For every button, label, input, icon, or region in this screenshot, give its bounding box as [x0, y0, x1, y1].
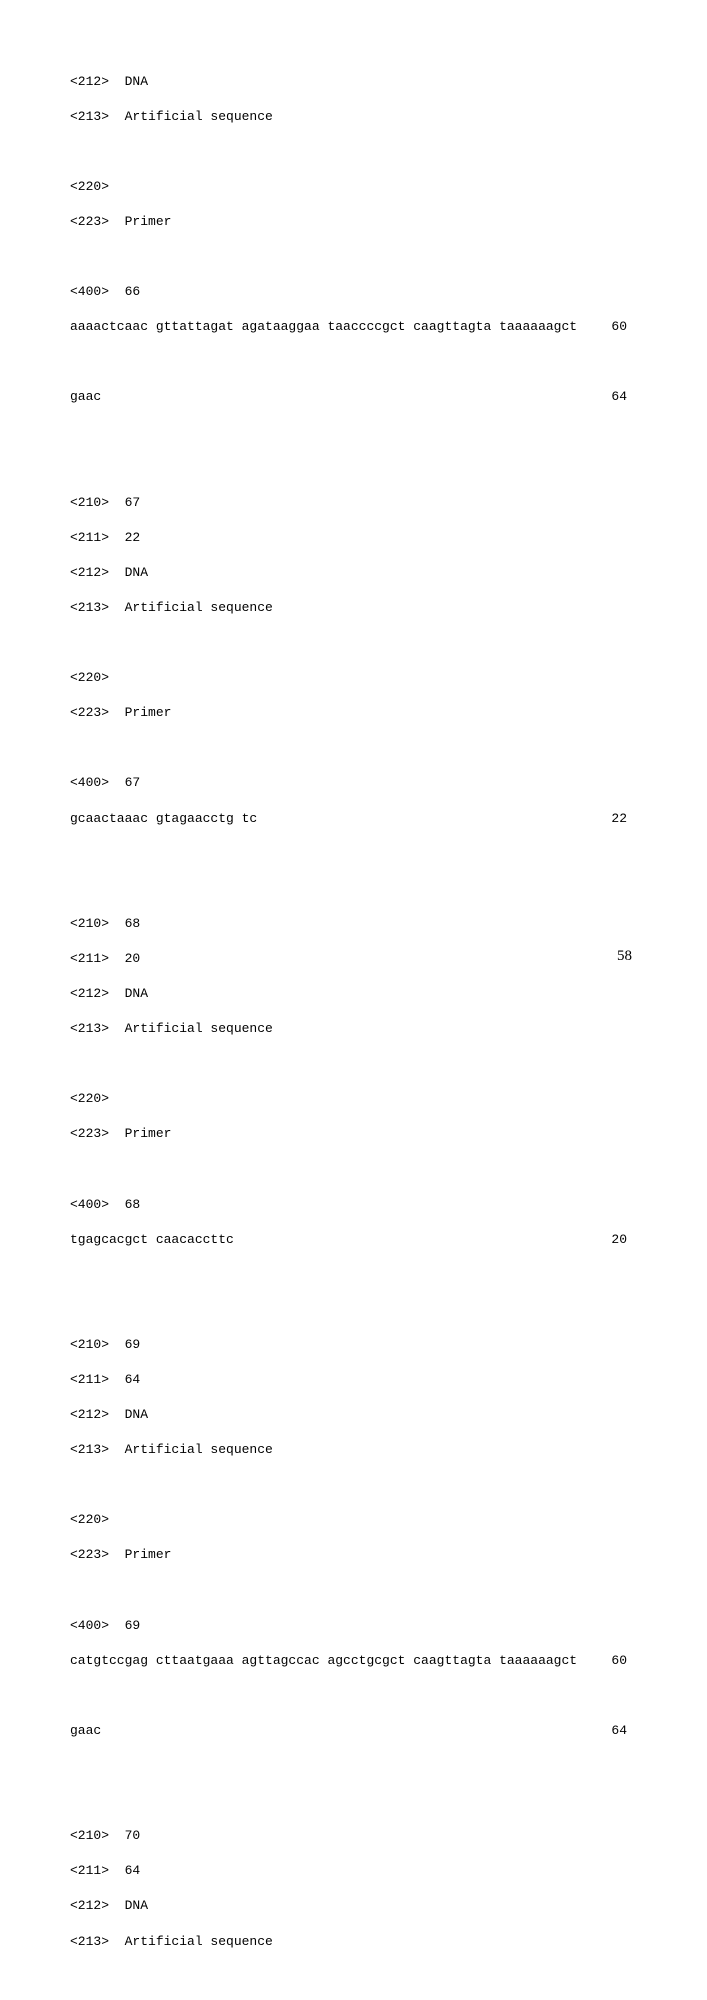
tag-223: <223> Primer — [70, 704, 637, 722]
blank-line — [70, 634, 637, 652]
tag-210: <210> 70 — [70, 1827, 637, 1845]
sequence-length: 64 — [611, 1722, 637, 1740]
blank-line — [70, 143, 637, 161]
sequence-length: 60 — [611, 318, 637, 336]
blank-line — [70, 423, 637, 441]
sequence-row: gaac 64 — [70, 1722, 637, 1740]
blank-line — [70, 739, 637, 757]
tag-213: <213> Artificial sequence — [70, 1020, 637, 1038]
sequence-text: gaac — [70, 1722, 101, 1740]
sequence-row: aaaactcaac gttattagat agataaggaa taacccc… — [70, 318, 637, 336]
sequence-length: 60 — [611, 1652, 637, 1670]
blank-line — [70, 1582, 637, 1600]
tag-211: <211> 22 — [70, 529, 637, 547]
blank-line — [70, 1476, 637, 1494]
tag-212: <212> DNA — [70, 1406, 637, 1424]
sequence-row: gaac 64 — [70, 388, 637, 406]
blank-line — [70, 353, 637, 371]
sequence-text: gaac — [70, 388, 101, 406]
sequence-row: catgtccgag cttaatgaaa agttagccac agcctgc… — [70, 1652, 637, 1670]
blank-line — [70, 845, 637, 863]
sequence-length: 64 — [611, 388, 637, 406]
tag-212: <212> DNA — [70, 1897, 637, 1915]
tag-210: <210> 68 — [70, 915, 637, 933]
blank-line — [70, 248, 637, 266]
sequence-row: tgagcacgct caacaccttc 20 — [70, 1231, 637, 1249]
tag-212: <212> DNA — [70, 73, 637, 91]
sequence-row: gcaactaaac gtagaacctg tc 22 — [70, 810, 637, 828]
blank-line — [70, 1757, 637, 1775]
blank-line — [70, 1968, 637, 1986]
tag-213: <213> Artificial sequence — [70, 1441, 637, 1459]
blank-line — [70, 459, 637, 477]
blank-line — [70, 1792, 637, 1810]
blank-line — [70, 880, 637, 898]
tag-210: <210> 69 — [70, 1336, 637, 1354]
blank-line — [70, 1055, 637, 1073]
tag-223: <223> Primer — [70, 213, 637, 231]
sequence-text: aaaactcaac gttattagat agataaggaa taacccc… — [70, 318, 577, 336]
tag-400: <400> 66 — [70, 283, 637, 301]
tag-210: <210> 67 — [70, 494, 637, 512]
tag-211: <211> 20 — [70, 950, 637, 968]
tag-212: <212> DNA — [70, 564, 637, 582]
sequence-listing-page: <212> DNA <213> Artificial sequence <220… — [0, 0, 707, 2000]
sequence-length: 20 — [611, 1231, 637, 1249]
tag-213: <213> Artificial sequence — [70, 599, 637, 617]
blank-line — [70, 1266, 637, 1284]
tag-213: <213> Artificial sequence — [70, 1933, 637, 1951]
tag-223: <223> Primer — [70, 1546, 637, 1564]
tag-220: <220> — [70, 1511, 637, 1529]
page-number: 58 — [617, 948, 632, 965]
sequence-text: catgtccgag cttaatgaaa agttagccac agcctgc… — [70, 1652, 577, 1670]
sequence-text: gcaactaaac gtagaacctg tc — [70, 810, 257, 828]
tag-400: <400> 68 — [70, 1196, 637, 1214]
sequence-length: 22 — [611, 810, 637, 828]
tag-220: <220> — [70, 669, 637, 687]
tag-211: <211> 64 — [70, 1371, 637, 1389]
tag-211: <211> 64 — [70, 1862, 637, 1880]
tag-223: <223> Primer — [70, 1125, 637, 1143]
tag-213: <213> Artificial sequence — [70, 108, 637, 126]
tag-220: <220> — [70, 1090, 637, 1108]
tag-220: <220> — [70, 178, 637, 196]
tag-400: <400> 69 — [70, 1617, 637, 1635]
blank-line — [70, 1687, 637, 1705]
tag-400: <400> 67 — [70, 774, 637, 792]
blank-line — [70, 1301, 637, 1319]
blank-line — [70, 1160, 637, 1178]
sequence-text: tgagcacgct caacaccttc — [70, 1231, 234, 1249]
